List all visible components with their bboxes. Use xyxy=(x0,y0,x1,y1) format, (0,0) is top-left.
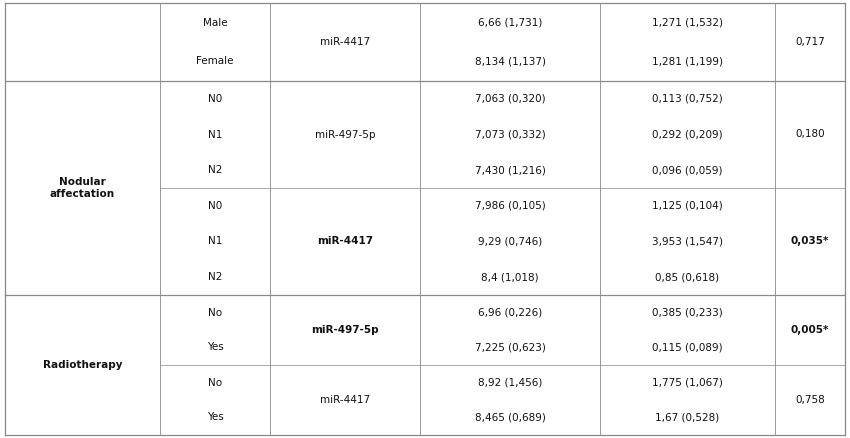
Text: 1,281 (1,199): 1,281 (1,199) xyxy=(652,57,723,67)
Text: N2: N2 xyxy=(207,272,222,282)
Text: 0,115 (0,089): 0,115 (0,089) xyxy=(652,343,722,353)
Text: Yes: Yes xyxy=(207,413,224,423)
Text: miR-4417: miR-4417 xyxy=(317,237,373,247)
Text: 0,758: 0,758 xyxy=(795,395,824,405)
Text: miR-497-5p: miR-497-5p xyxy=(311,325,379,335)
Text: 7,225 (0,623): 7,225 (0,623) xyxy=(474,343,546,353)
Text: N0: N0 xyxy=(208,94,222,104)
Text: 7,986 (0,105): 7,986 (0,105) xyxy=(474,201,546,211)
Text: Radiotherapy: Radiotherapy xyxy=(42,360,122,370)
Text: 9,29 (0,746): 9,29 (0,746) xyxy=(478,237,542,247)
Text: 8,92 (1,456): 8,92 (1,456) xyxy=(478,378,542,388)
Text: 8,134 (1,137): 8,134 (1,137) xyxy=(474,57,546,67)
Text: 7,063 (0,320): 7,063 (0,320) xyxy=(474,94,546,104)
Text: miR-4417: miR-4417 xyxy=(320,395,370,405)
Text: N1: N1 xyxy=(207,237,222,247)
Text: 0,85 (0,618): 0,85 (0,618) xyxy=(655,272,720,282)
Text: 7,073 (0,332): 7,073 (0,332) xyxy=(474,130,546,139)
Text: 0,385 (0,233): 0,385 (0,233) xyxy=(652,307,722,318)
Text: 0,096 (0,059): 0,096 (0,059) xyxy=(652,165,722,175)
Text: N1: N1 xyxy=(207,130,222,139)
Text: No: No xyxy=(208,378,222,388)
Text: 0,717: 0,717 xyxy=(795,37,824,47)
Text: N2: N2 xyxy=(207,165,222,175)
Text: 1,775 (1,067): 1,775 (1,067) xyxy=(652,378,723,388)
Text: 6,96 (0,226): 6,96 (0,226) xyxy=(478,307,542,318)
Text: 1,67 (0,528): 1,67 (0,528) xyxy=(655,413,720,423)
Text: 1,271 (1,532): 1,271 (1,532) xyxy=(652,18,723,28)
Text: 7,430 (1,216): 7,430 (1,216) xyxy=(474,165,546,175)
Text: 1,125 (0,104): 1,125 (0,104) xyxy=(652,201,722,211)
Text: Female: Female xyxy=(196,57,234,67)
Text: 0,005*: 0,005* xyxy=(790,325,830,335)
Text: N0: N0 xyxy=(208,201,222,211)
Text: 0,292 (0,209): 0,292 (0,209) xyxy=(652,130,722,139)
Text: No: No xyxy=(208,307,222,318)
Text: 6,66 (1,731): 6,66 (1,731) xyxy=(478,18,542,28)
Text: 3,953 (1,547): 3,953 (1,547) xyxy=(652,237,723,247)
Text: 8,465 (0,689): 8,465 (0,689) xyxy=(474,413,546,423)
Text: 0,035*: 0,035* xyxy=(790,237,830,247)
Text: miR-497-5p: miR-497-5p xyxy=(314,130,375,139)
Text: Yes: Yes xyxy=(207,343,224,353)
Text: 8,4 (1,018): 8,4 (1,018) xyxy=(481,272,539,282)
Text: Male: Male xyxy=(202,18,227,28)
Text: 0,180: 0,180 xyxy=(796,130,824,139)
Text: 0,113 (0,752): 0,113 (0,752) xyxy=(652,94,722,104)
Text: Nodular
affectation: Nodular affectation xyxy=(50,177,115,199)
Text: miR-4417: miR-4417 xyxy=(320,37,370,47)
